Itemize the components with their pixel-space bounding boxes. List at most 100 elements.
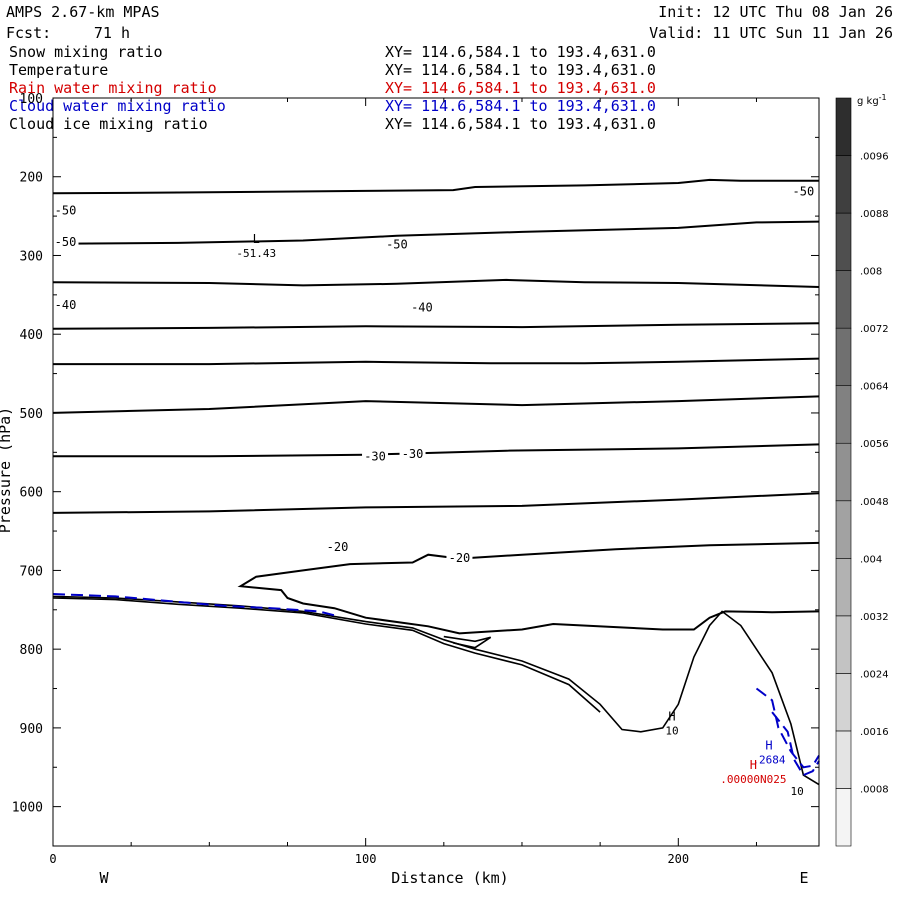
y-tick-label: 100 — [20, 92, 43, 107]
colorbar-segment — [835, 385, 852, 444]
isotherm-label: -30 — [402, 447, 424, 461]
colorbar-segment — [835, 327, 852, 386]
extremum-marker: H — [668, 709, 675, 723]
colorbar-segment — [835, 270, 852, 329]
colorbar-label: .0016 — [860, 727, 889, 738]
field-xy: XY= 114.6,584.1 to 193.4,631.0 — [385, 61, 656, 79]
x-tick-label: 100 — [355, 852, 377, 866]
valid-time: Valid: 11 UTC Sun 11 Jan 26 — [649, 24, 893, 42]
field-legend: Snow mixing ratio XY= 114.6,584.1 to 193.… — [9, 43, 656, 133]
isotherm-label: -50 — [386, 237, 408, 251]
isotherm — [53, 443, 820, 458]
colorbar-segment — [835, 212, 852, 271]
extremum-value: .00000N025 — [720, 773, 786, 786]
y-tick-label: 900 — [20, 722, 43, 737]
y-tick-label: 500 — [20, 407, 43, 422]
field-xy: XY= 114.6,584.1 to 193.4,631.0 — [385, 43, 656, 61]
y-tick-label: 1000 — [12, 801, 43, 816]
colorbar-segment — [835, 558, 852, 617]
terrain-contours — [52, 595, 820, 786]
field-xy: XY= 114.6,584.1 to 193.4,631.0 — [385, 97, 656, 115]
isotherm — [52, 492, 820, 514]
init-time: Init: 12 UTC Thu 08 Jan 26 — [658, 3, 893, 21]
colorbar-label: .0072 — [860, 324, 889, 335]
isotherm-label: -40 — [55, 298, 77, 312]
label-backdrop — [399, 446, 426, 461]
isotherm — [52, 178, 819, 195]
colorbar-label: .0096 — [860, 152, 889, 163]
colorbar-label: .0056 — [860, 439, 889, 450]
y-tick-label: 800 — [20, 643, 43, 658]
colorbar-segment — [835, 97, 852, 156]
isotherm — [52, 322, 820, 330]
isotherm — [52, 395, 820, 414]
label-backdrop — [52, 203, 79, 218]
colorbar-label: .0064 — [860, 382, 889, 393]
axes: 100 200 300 400 500 600 700 800 900 1000 0 100 200 — [12, 92, 819, 866]
colorbar-segment — [835, 730, 852, 789]
label-backdrop — [324, 539, 351, 554]
colorbar-segment — [835, 500, 852, 559]
isotherm-label: -50 — [793, 185, 815, 199]
colorbar-label: .0032 — [860, 612, 889, 623]
isotherm-label: -40 — [411, 300, 433, 314]
field-name: Temperature — [9, 61, 108, 79]
label-backdrop — [446, 550, 473, 565]
extremum-value: 10 — [665, 724, 678, 737]
field-name: Rain water mixing ratio — [9, 79, 217, 97]
y-tick-label: 700 — [20, 564, 43, 579]
label-backdrop — [408, 300, 435, 315]
isotherm — [52, 278, 820, 288]
cloud-water-contour — [52, 593, 335, 617]
y-tick-label: 600 — [20, 486, 43, 501]
terrain-line — [443, 635, 492, 649]
plot-frame — [52, 97, 820, 847]
x-axis-label: Distance (km) — [391, 869, 508, 887]
colorbar: .0096 .0088 .008 .0072 .0064 .0056 .0048 .004 .0… — [835, 97, 889, 847]
east-label: E — [799, 869, 808, 887]
terrain-line — [52, 597, 601, 713]
extremum-value: .2684 — [752, 753, 785, 766]
field-name: Snow mixing ratio — [9, 43, 163, 61]
terrain-line — [52, 595, 820, 786]
y-tick-label: 400 — [20, 328, 43, 343]
cloud-water-contours — [52, 593, 820, 777]
colorbar-label: .0048 — [860, 497, 889, 508]
contour-labels: -50-50-50 -50-40 -40-30 -30-20-20H1010L-51.… — [52, 184, 817, 798]
colorbar-segment — [835, 442, 852, 502]
isotherm-label: -30 — [364, 449, 386, 463]
plot-area: -50-50-50 -50-40 -40-30 -30-20-20H1010L-51.… — [52, 178, 820, 798]
cloud-water-contour — [771, 711, 820, 777]
label-backdrop — [383, 237, 410, 252]
extremum-value: 10 — [790, 785, 803, 798]
label-backdrop — [362, 449, 389, 464]
extremum-value: -51.43 — [236, 247, 276, 260]
x-tick-label: 200 — [667, 852, 689, 866]
colorbar-segment — [835, 155, 852, 214]
colorbar-unit: g kg-1 — [857, 93, 887, 107]
x-tick-label: 0 — [49, 852, 56, 866]
colorbar-label: .0008 — [860, 784, 889, 795]
isotherm-label: -20 — [327, 540, 349, 554]
isotherm-label: -20 — [449, 551, 471, 565]
forecast-hours: 71 h — [94, 24, 130, 42]
colorbar-segment — [835, 788, 852, 847]
label-backdrop — [52, 298, 79, 313]
y-tick-label: 300 — [20, 249, 43, 264]
colorbar-label: .004 — [860, 554, 882, 565]
forecast-label: Fcst: — [6, 24, 51, 42]
extremum-marker: L — [253, 232, 260, 246]
colorbar-segment — [835, 673, 852, 732]
model-title: AMPS 2.67-km MPAS — [6, 3, 160, 21]
isotherm-label: -50 — [55, 235, 77, 249]
colorbar-label: .0088 — [860, 209, 889, 220]
isotherm — [53, 357, 820, 366]
cloud-water-contour — [755, 687, 820, 769]
label-backdrop — [790, 184, 817, 199]
y-tick-label: 200 — [20, 171, 43, 186]
isotherm-label: -50 — [55, 204, 77, 218]
temperature-contours — [52, 178, 820, 635]
field-name: Cloud ice mixing ratio — [9, 115, 208, 133]
extremum-marker: H — [750, 758, 757, 772]
